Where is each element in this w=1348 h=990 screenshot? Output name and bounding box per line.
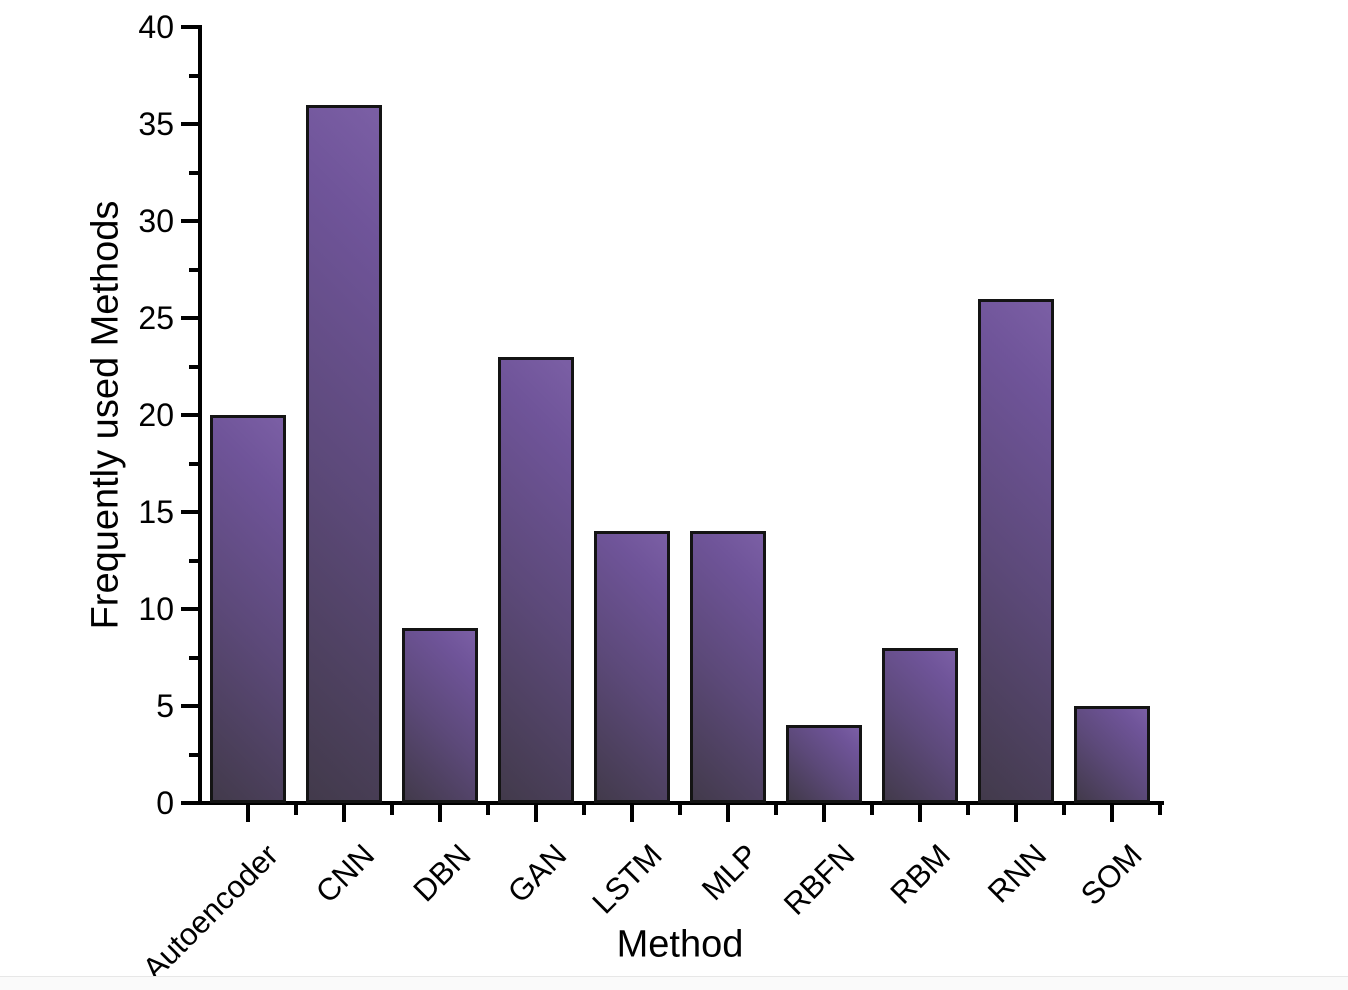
- x-major-tick: [438, 805, 442, 822]
- y-axis-line: [198, 25, 202, 805]
- y-tick-label: 10: [138, 591, 174, 627]
- y-minor-tick: [189, 267, 200, 272]
- x-minor-tick: [774, 805, 778, 815]
- y-tick-label: 15: [138, 494, 174, 530]
- x-major-tick: [534, 805, 538, 822]
- x-major-tick: [1014, 805, 1018, 822]
- x-minor-tick: [870, 805, 874, 815]
- y-tick-label: 25: [138, 300, 174, 336]
- bar-som: [1074, 706, 1150, 803]
- y-major-tick: [181, 219, 200, 223]
- x-category-label-mlp: MLP: [695, 837, 766, 908]
- y-major-tick: [181, 316, 200, 320]
- x-minor-tick: [966, 805, 970, 815]
- x-category-label-rbfn: RBFN: [776, 837, 862, 922]
- y-major-tick: [181, 704, 200, 708]
- y-minor-tick: [189, 364, 200, 369]
- x-major-tick: [918, 805, 922, 822]
- x-major-tick: [246, 805, 250, 822]
- y-major-tick: [181, 413, 200, 417]
- x-minor-tick: [1158, 805, 1162, 815]
- y-minor-tick: [189, 558, 200, 563]
- bottom-strip: [0, 976, 1348, 990]
- x-category-label-autoencoder: Autoencoder: [135, 837, 286, 987]
- bar-rnn: [978, 298, 1054, 803]
- x-minor-tick: [294, 805, 298, 815]
- x-major-tick: [822, 805, 826, 822]
- x-minor-tick: [582, 805, 586, 815]
- x-category-label-som: SOM: [1074, 837, 1150, 912]
- y-axis-title: Frequently used Methods: [84, 200, 127, 630]
- x-major-tick: [630, 805, 634, 822]
- y-major-tick: [181, 25, 200, 29]
- x-minor-tick: [1062, 805, 1066, 815]
- bar-dbn: [402, 628, 478, 803]
- x-major-tick: [1110, 805, 1114, 822]
- x-category-label-gan: GAN: [500, 837, 574, 910]
- x-minor-tick: [390, 805, 394, 815]
- bar-lstm: [594, 531, 670, 803]
- y-major-tick: [181, 801, 200, 805]
- y-tick-label: 35: [138, 106, 174, 142]
- x-axis-line: [196, 801, 1164, 805]
- y-major-tick: [181, 122, 200, 126]
- y-tick-label: 30: [138, 203, 174, 239]
- y-major-tick: [181, 607, 200, 611]
- y-tick-label: 5: [156, 688, 174, 724]
- bar-rbfn: [786, 725, 862, 803]
- y-major-tick: [181, 510, 200, 514]
- y-tick-label: 40: [138, 9, 174, 45]
- x-category-label-cnn: CNN: [308, 837, 382, 910]
- x-minor-tick: [486, 805, 490, 815]
- y-minor-tick: [189, 752, 200, 757]
- x-major-tick: [726, 805, 730, 822]
- y-tick-label: 20: [138, 397, 174, 433]
- x-category-label-lstm: LSTM: [585, 837, 670, 921]
- x-category-label-rbm: RBM: [883, 837, 958, 911]
- x-axis-title: Method: [616, 923, 744, 966]
- y-minor-tick: [189, 170, 200, 175]
- x-category-label-rnn: RNN: [980, 837, 1054, 910]
- y-tick-label: 0: [156, 785, 174, 821]
- x-major-tick: [342, 805, 346, 822]
- bar-gan: [498, 356, 574, 803]
- y-minor-tick: [189, 73, 200, 78]
- bar-mlp: [690, 531, 766, 803]
- y-minor-tick: [189, 461, 200, 466]
- y-minor-tick: [189, 655, 200, 660]
- bar-rbm: [882, 647, 958, 803]
- bar-cnn: [306, 104, 382, 803]
- bar-autoencoder: [210, 415, 286, 803]
- x-minor-tick: [678, 805, 682, 815]
- x-category-label-dbn: DBN: [406, 837, 478, 909]
